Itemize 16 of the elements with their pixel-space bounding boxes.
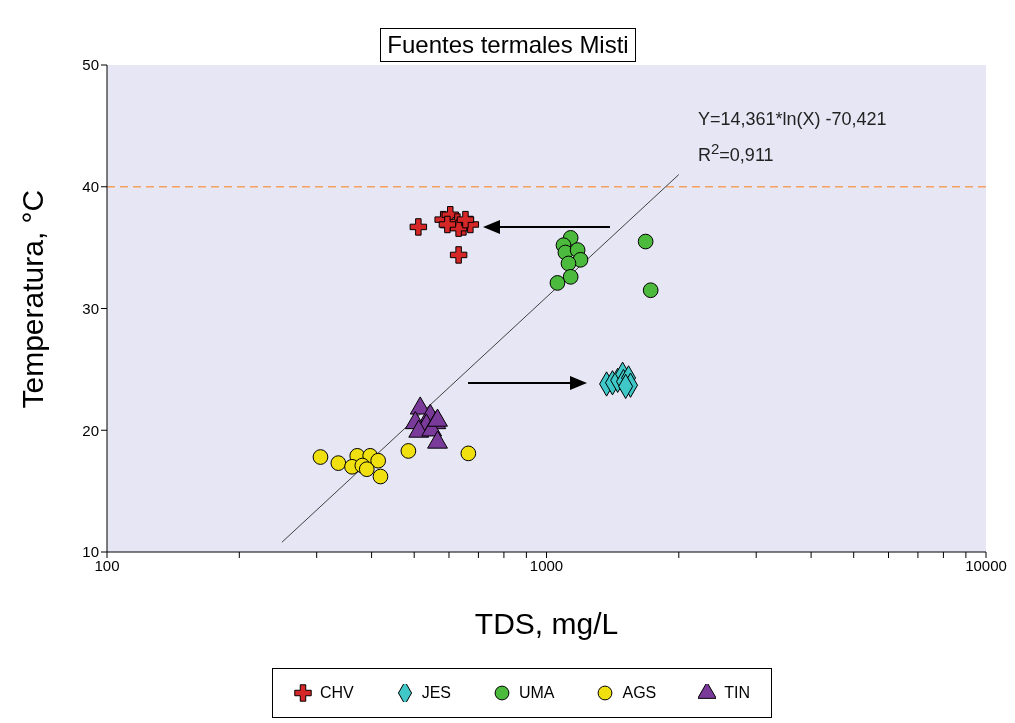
x-tick-label: 10000 [965, 556, 1007, 574]
annotation: R$^{2}$=0,911 [698, 140, 774, 165]
y-tick-label: 50 [82, 56, 99, 74]
y-tick-label: 40 [82, 178, 99, 196]
y-tick-label: 30 [82, 299, 99, 317]
annotation: Y=14,361*ln(X) -70,421 [698, 109, 887, 129]
legend-label: TIN [723, 684, 750, 702]
x-tick-label: 1000 [529, 556, 564, 574]
x-axis-title: TDS, mg/L [474, 607, 619, 640]
legend-label: JES [420, 684, 452, 702]
legend-label: AGS [621, 684, 657, 702]
legend-label: CHV [318, 684, 354, 702]
legend-label: UMA [517, 684, 555, 702]
y-axis-title: Temperatura, °C [15, 189, 49, 409]
chart-title: Fuentes termales Misti [380, 28, 636, 62]
y-tick-label: 20 [82, 421, 99, 439]
